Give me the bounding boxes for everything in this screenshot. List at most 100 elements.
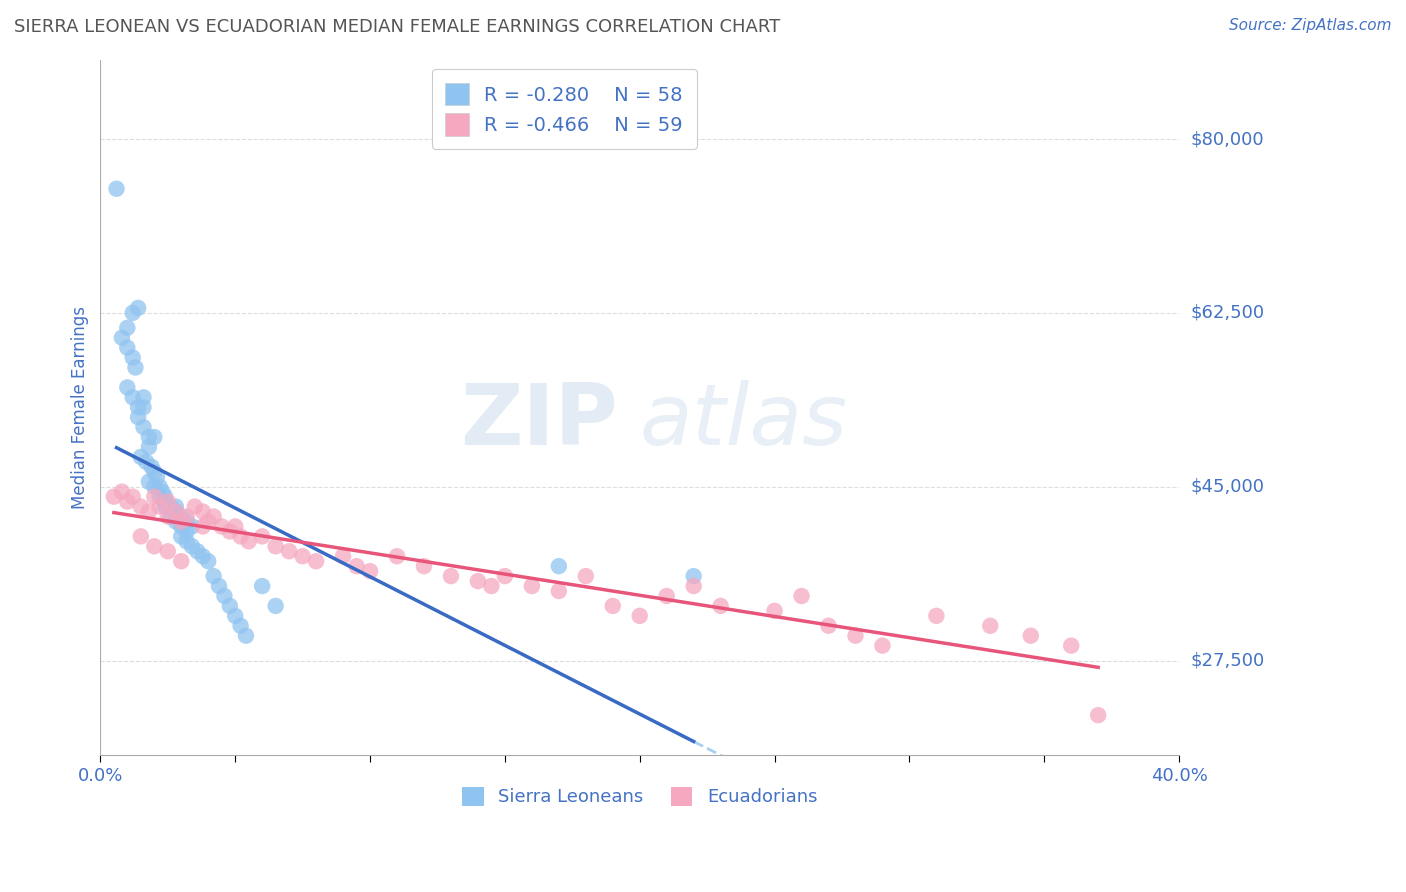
Point bbox=[105, 182, 128, 196]
Point bbox=[159, 509, 181, 524]
Point bbox=[103, 490, 125, 504]
Point bbox=[121, 490, 143, 504]
Point bbox=[264, 599, 287, 613]
Point bbox=[129, 450, 152, 464]
Point bbox=[156, 494, 179, 508]
Point bbox=[135, 455, 157, 469]
Point bbox=[197, 554, 219, 568]
Point bbox=[138, 440, 160, 454]
Text: atlas: atlas bbox=[640, 380, 848, 463]
Point bbox=[211, 519, 233, 533]
Point bbox=[156, 509, 179, 524]
Text: $62,500: $62,500 bbox=[1191, 304, 1264, 322]
Point bbox=[159, 500, 181, 514]
Point bbox=[229, 619, 252, 633]
Point bbox=[218, 599, 240, 613]
Point bbox=[150, 484, 173, 499]
Point bbox=[117, 320, 139, 334]
Point bbox=[191, 504, 214, 518]
Text: $45,000: $45,000 bbox=[1191, 478, 1264, 496]
Text: Source: ZipAtlas.com: Source: ZipAtlas.com bbox=[1229, 18, 1392, 33]
Point bbox=[186, 544, 208, 558]
Point bbox=[129, 529, 152, 543]
Point bbox=[202, 509, 225, 524]
Point bbox=[229, 529, 252, 543]
Point bbox=[132, 420, 155, 434]
Point bbox=[250, 529, 273, 543]
Point bbox=[235, 629, 257, 643]
Point bbox=[153, 490, 176, 504]
Point bbox=[143, 480, 166, 494]
Point bbox=[129, 500, 152, 514]
Point bbox=[1087, 708, 1109, 723]
Point bbox=[481, 579, 503, 593]
Point bbox=[138, 475, 160, 489]
Point bbox=[413, 559, 436, 574]
Point bbox=[332, 549, 354, 564]
Point bbox=[153, 494, 176, 508]
Point bbox=[149, 490, 172, 504]
Point bbox=[346, 559, 368, 574]
Text: SIERRA LEONEAN VS ECUADORIAN MEDIAN FEMALE EARNINGS CORRELATION CHART: SIERRA LEONEAN VS ECUADORIAN MEDIAN FEMA… bbox=[14, 18, 780, 36]
Point bbox=[979, 619, 1001, 633]
Point bbox=[710, 599, 733, 613]
Y-axis label: Median Female Earnings: Median Female Earnings bbox=[72, 306, 89, 508]
Point bbox=[250, 579, 273, 593]
Text: ZIP: ZIP bbox=[460, 380, 619, 463]
Point bbox=[170, 529, 193, 543]
Point bbox=[156, 544, 179, 558]
Point bbox=[278, 544, 301, 558]
Point bbox=[224, 519, 246, 533]
Point bbox=[520, 579, 543, 593]
Point bbox=[790, 589, 813, 603]
Point bbox=[238, 534, 260, 549]
Point bbox=[143, 490, 166, 504]
Point bbox=[149, 500, 172, 514]
Point bbox=[127, 401, 149, 415]
Point bbox=[224, 608, 246, 623]
Point bbox=[925, 608, 948, 623]
Point bbox=[844, 629, 866, 643]
Point bbox=[165, 515, 187, 529]
Text: $27,500: $27,500 bbox=[1191, 651, 1264, 670]
Point bbox=[143, 465, 166, 479]
Point bbox=[141, 459, 163, 474]
Point bbox=[1019, 629, 1042, 643]
Point bbox=[494, 569, 516, 583]
Point bbox=[146, 470, 169, 484]
Point bbox=[202, 569, 225, 583]
Point bbox=[655, 589, 678, 603]
Point bbox=[165, 504, 187, 518]
Point bbox=[191, 549, 214, 564]
Point bbox=[138, 430, 160, 444]
Point bbox=[547, 559, 569, 574]
Point bbox=[132, 401, 155, 415]
Point bbox=[176, 534, 198, 549]
Point bbox=[184, 500, 207, 514]
Point bbox=[127, 410, 149, 425]
Point bbox=[170, 554, 193, 568]
Point bbox=[127, 301, 149, 315]
Point bbox=[602, 599, 624, 613]
Point bbox=[117, 341, 139, 355]
Point bbox=[191, 519, 214, 533]
Point bbox=[121, 306, 143, 320]
Point bbox=[817, 619, 839, 633]
Point bbox=[385, 549, 408, 564]
Point bbox=[467, 574, 489, 588]
Point bbox=[153, 500, 176, 514]
Point bbox=[218, 524, 240, 539]
Point bbox=[575, 569, 598, 583]
Point bbox=[291, 549, 314, 564]
Point bbox=[176, 509, 198, 524]
Point bbox=[143, 539, 166, 553]
Text: $80,000: $80,000 bbox=[1191, 130, 1264, 148]
Point bbox=[547, 584, 569, 599]
Point bbox=[117, 380, 139, 394]
Point bbox=[165, 500, 187, 514]
Point bbox=[165, 504, 187, 518]
Point bbox=[143, 430, 166, 444]
Point bbox=[682, 579, 704, 593]
Point bbox=[305, 554, 328, 568]
Point bbox=[124, 360, 146, 375]
